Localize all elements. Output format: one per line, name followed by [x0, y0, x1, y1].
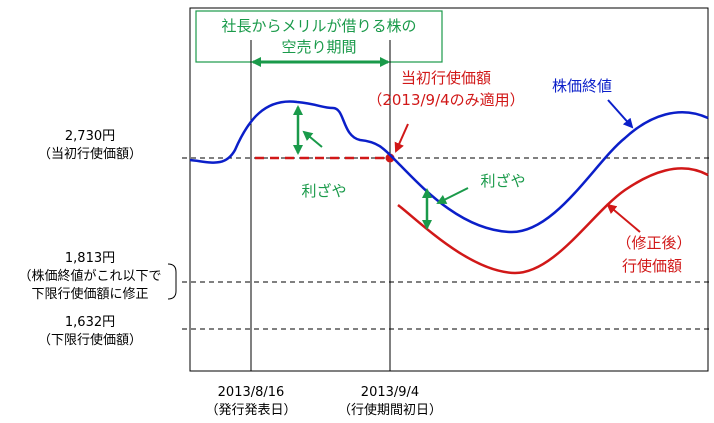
series-label-close: 株価終値 — [552, 77, 612, 95]
level-sub-1813-1: （株価終値がこれ以下で — [18, 268, 161, 284]
title-line-1: 社長からメリルが借りる株の — [221, 17, 416, 35]
level-value-1813: 1,813円 — [65, 251, 115, 266]
plot-frame — [189, 7, 709, 372]
adjusted-pointer — [606, 203, 641, 233]
initial-price-pointer — [394, 123, 409, 153]
spread-pointer-1 — [302, 130, 323, 148]
level-sub-2730: （当初行使価額） — [38, 146, 142, 162]
close-pointer — [607, 99, 634, 129]
level-sub-1632: （下限行使価額） — [38, 332, 142, 348]
series-line-adjusted — [397, 167, 709, 275]
level-value-1632: 1,632円 — [65, 315, 115, 330]
initial-price-label-1: 当初行使価額 — [401, 69, 491, 87]
level-bracket-1813 — [167, 263, 177, 300]
series-label-adjusted-2: 行使価額 — [622, 257, 682, 275]
series-label-adjusted-1: （修正後） — [616, 234, 691, 252]
spread-pointer-2 — [436, 187, 469, 204]
x-marker-sub-1: （発行発表日） — [205, 403, 296, 418]
initial-price-label-2: （2013/9/4のみ適用） — [367, 91, 524, 109]
series-line-close — [189, 100, 709, 234]
x-marker-date-2: 2013/9/4 — [361, 385, 419, 400]
title-line-2: 空売り期間 — [281, 38, 356, 56]
x-marker-date-1: 2013/8/16 — [218, 385, 285, 400]
spread-label-2: 利ざや — [480, 172, 525, 190]
spread-label-1: 利ざや — [301, 182, 346, 200]
level-value-2730: 2,730円 — [65, 129, 115, 144]
level-sub-1813-2: 下限行使価額に修正 — [31, 286, 148, 302]
x-marker-sub-2: （行使期間初日） — [338, 402, 442, 418]
